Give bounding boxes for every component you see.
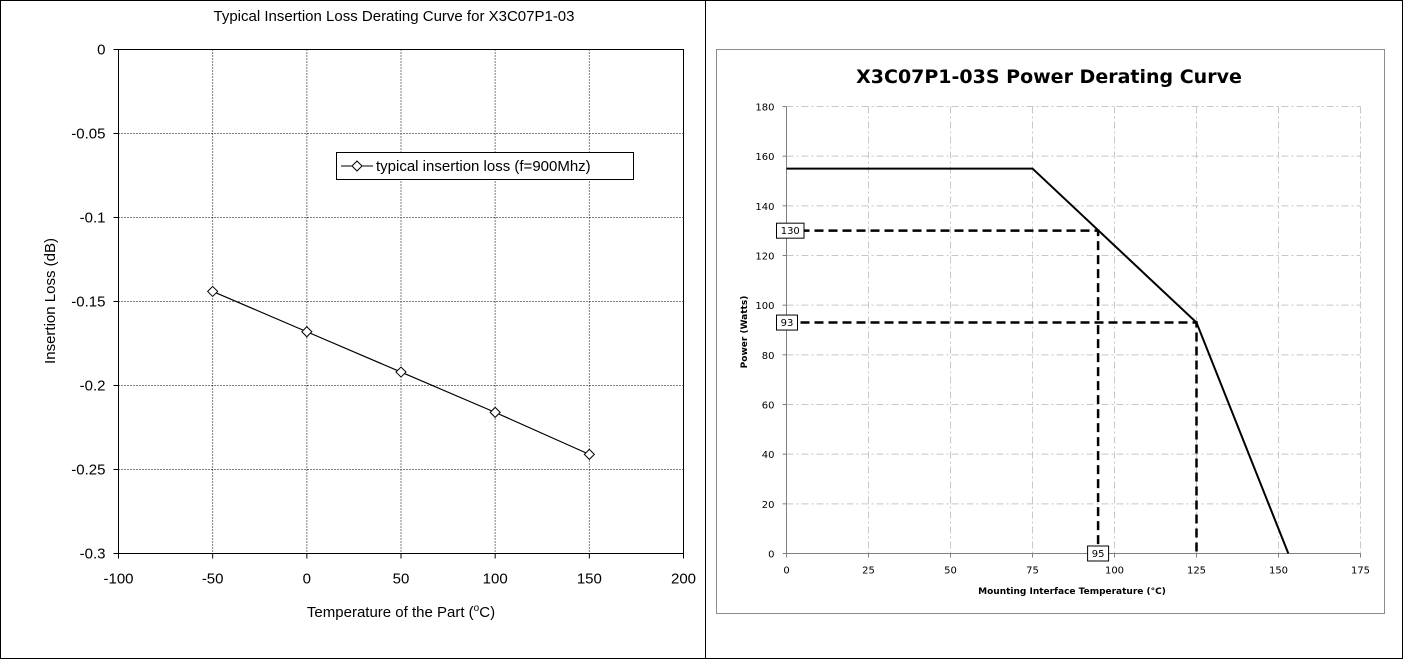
left-x-axis-label: Temperature of the Part (oC) <box>307 603 495 621</box>
left-data-point-diamond <box>489 406 501 419</box>
right-chart-frame <box>716 49 1385 614</box>
right-x-tick-label: 125 <box>1187 566 1206 577</box>
left-y-tick-label: -0.05 <box>71 126 105 143</box>
left-y-tick-label: -0.3 <box>80 546 106 563</box>
right-series <box>786 167 1290 554</box>
left-legend: typical insertion loss (f=900Mhz) <box>336 152 634 180</box>
left-data-point-diamond <box>206 285 219 298</box>
right-y-tick-label: 180 <box>755 103 774 114</box>
left-chart-title: Typical Insertion Loss Derating Curve fo… <box>213 8 574 25</box>
right-x-tick-label: 75 <box>1026 566 1039 577</box>
left-x-tick-labels: -100 -50 0 50 100 150 200 <box>103 571 696 588</box>
power-derating-chart: X3C07P1-03S Power Derating Curve 0 20 40 60… <box>716 49 1385 614</box>
right-y-tick-label: 20 <box>762 500 775 511</box>
right-y-tick-label: 80 <box>762 351 775 362</box>
left-legend-label: typical insertion loss (f=900Mhz) <box>376 158 591 175</box>
right-y-tick-label: 100 <box>755 301 774 312</box>
right-annotation-label: 130 <box>781 226 800 237</box>
right-x-axis-label: Mounting Interface Temperature (°C) <box>978 587 1166 597</box>
right-annotations: 130 93 95 <box>776 222 1110 562</box>
right-y-tick-label: 60 <box>762 401 775 412</box>
left-y-tick-label: -0.2 <box>80 378 106 395</box>
left-legend-box <box>336 152 634 180</box>
left-x-tick-label: -100 <box>103 571 133 588</box>
left-y-tick-labels: 0 -0.05 -0.1 -0.15 -0.2 -0.25 -0.3 <box>71 42 105 563</box>
right-annotation-label: 93 <box>781 318 794 329</box>
right-y-tick-label: 0 <box>768 550 774 561</box>
right-x-tick-label: 0 <box>783 566 789 577</box>
left-data-point-diamond <box>583 448 596 461</box>
left-y-tick-label: 0 <box>97 42 105 59</box>
right-x-tick-label: 175 <box>1351 566 1370 577</box>
insertion-loss-chart: Typical Insertion Loss Derating Curve fo… <box>42 8 696 621</box>
left-x-tick-label: 200 <box>671 571 696 588</box>
left-x-axis-label-main: Temperature of the Part ( <box>307 604 474 621</box>
right-y-axis-label: Power (Watts) <box>740 296 750 369</box>
left-x-tick-label: 150 <box>577 571 602 588</box>
left-x-axis-label-sup: o <box>474 603 480 614</box>
right-annotation-box <box>1087 545 1110 562</box>
right-y-tick-label: 120 <box>755 252 774 263</box>
left-x-tick-label: 50 <box>393 571 410 588</box>
right-y-tick-label: 140 <box>755 202 774 213</box>
left-series <box>206 285 596 461</box>
left-data-point-diamond <box>395 366 407 378</box>
right-x-tick-label: 25 <box>862 566 875 577</box>
left-x-axis-label-tail: C) <box>479 604 495 621</box>
left-y-tick-label: -0.25 <box>71 462 105 479</box>
left-y-tick-label: -0.1 <box>80 210 106 227</box>
right-chart-title: X3C07P1-03S Power Derating Curve <box>856 66 1242 88</box>
right-series-line <box>786 167 1290 554</box>
right-annotation-box <box>776 222 805 239</box>
right-annotation-box <box>776 314 798 331</box>
left-x-tick-label: -50 <box>202 571 224 588</box>
left-grid <box>113 49 684 559</box>
right-x-tick-label: 50 <box>944 566 957 577</box>
right-y-tick-label: 160 <box>755 152 774 163</box>
right-grid <box>782 106 1361 558</box>
right-x-tick-labels: 0 25 50 75 100 125 150 175 <box>783 566 1370 577</box>
right-x-tick-label: 100 <box>1105 566 1124 577</box>
right-annotation-label: 95 <box>1092 549 1105 560</box>
left-legend-diamond-icon <box>351 160 363 172</box>
left-y-axis-label: Insertion Loss (dB) <box>42 238 59 364</box>
right-x-tick-label: 150 <box>1269 566 1288 577</box>
left-y-tick-label: -0.15 <box>71 294 105 311</box>
right-y-tick-label: 40 <box>762 450 775 461</box>
left-x-tick-label: 0 <box>303 571 311 588</box>
left-x-tick-label: 100 <box>483 571 508 588</box>
right-y-tick-labels: 0 20 40 60 80 100 120 140 160 180 <box>755 103 774 561</box>
left-data-point-diamond <box>301 326 313 338</box>
